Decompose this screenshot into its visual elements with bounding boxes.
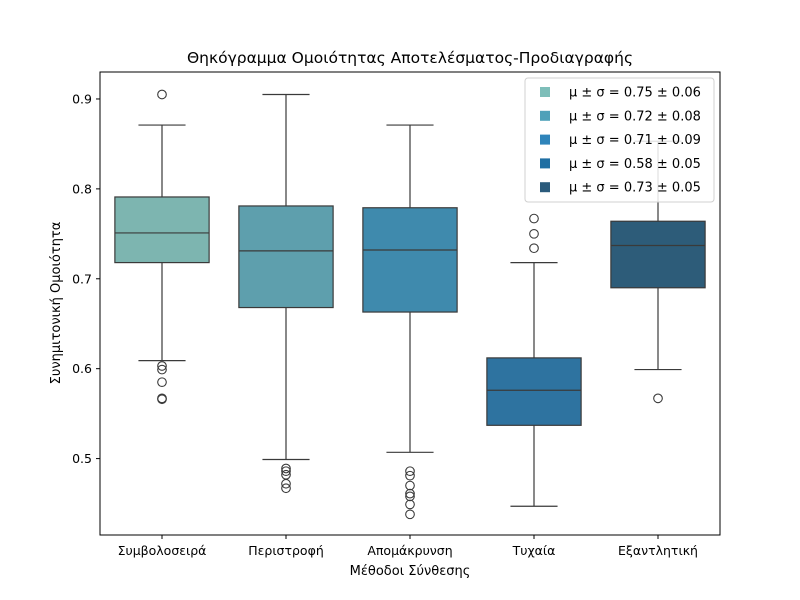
box [610, 220, 706, 289]
outlier-point [529, 213, 539, 224]
y-tick-label: 0.5 [72, 451, 92, 466]
outlier-point [281, 463, 291, 474]
outlier-point [405, 470, 415, 481]
legend-swatch [540, 182, 550, 193]
legend-frame [524, 77, 715, 203]
y-tick-label: 0.7 [72, 271, 92, 286]
box-group [114, 89, 210, 405]
x-tick-label: Περιστροφή [248, 543, 324, 558]
outlier-point [281, 466, 291, 477]
legend-label: μ ± σ = 0.75 ± 0.06 [569, 86, 701, 101]
outlier-point [157, 394, 167, 405]
legend-label: μ ± σ = 0.73 ± 0.05 [569, 181, 701, 196]
x-axis: Συμβολοσειρά Περιστροφή Απομάκρυνση Τυχαία Ε… [118, 535, 698, 558]
plot-area [114, 89, 706, 520]
y-axis: 0.5 0.6 0.7 0.8 0.9 [72, 91, 100, 466]
legend-swatch [540, 87, 550, 97]
outlier-point [157, 364, 167, 375]
legend-label: μ ± σ = 0.58 ± 0.05 [569, 157, 701, 172]
y-axis-label: Συνημιτονική Ομοιότητα [49, 222, 64, 385]
box-group [486, 213, 582, 507]
outlier-point [405, 499, 415, 510]
outlier-point [529, 243, 539, 254]
box-group [610, 140, 706, 404]
y-tick-label: 0.9 [72, 91, 92, 106]
outlier-point [529, 228, 539, 239]
outlier-point [405, 488, 415, 499]
x-tick-label: Συμβολοσειρά [118, 543, 207, 558]
legend-swatch [540, 110, 550, 121]
outlier-point [157, 89, 167, 100]
outlier-point [157, 361, 167, 371]
box [362, 207, 458, 313]
legend-swatch [540, 158, 550, 169]
y-tick-label: 0.6 [72, 361, 92, 376]
x-tick-label: Τυχαία [512, 543, 556, 558]
y-tick-label: 0.8 [72, 181, 92, 196]
outlier-point [405, 466, 415, 477]
x-tick-label: Εξαντλητική [618, 543, 698, 558]
outlier-point [157, 377, 167, 388]
box [238, 205, 334, 309]
outlier-point [405, 480, 415, 491]
box [114, 196, 210, 264]
chart-title: Θηκόγραμμα Ομοιότητας Αποτελέσματος-Προδ… [187, 49, 633, 67]
box [486, 357, 582, 426]
legend-label: μ ± σ = 0.71 ± 0.09 [569, 133, 701, 148]
legend-swatch [540, 134, 550, 145]
box-group [362, 124, 458, 520]
legend: μ ± σ = 0.75 ± 0.06 μ ± σ = 0.72 ± 0.08 μ … [524, 77, 715, 203]
legend-label: μ ± σ = 0.72 ± 0.08 [569, 109, 701, 124]
x-tick-label: Απομάκρυνση [367, 543, 452, 558]
outlier-point [281, 478, 291, 489]
outlier-point [281, 483, 291, 494]
outlier-point [405, 509, 415, 520]
outlier-point [653, 393, 663, 404]
x-axis-label: Μέθοδοι Σύνθεσης [350, 564, 471, 579]
box-group [238, 93, 334, 494]
